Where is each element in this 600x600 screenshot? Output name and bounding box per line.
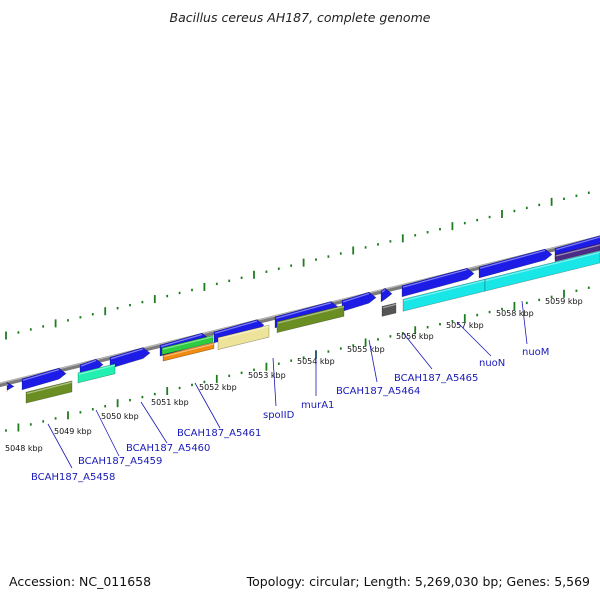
gene-label: nuoM <box>522 347 549 358</box>
kbp-label: 5049 kbp <box>54 427 92 436</box>
map-title: Bacillus cereus AH187, complete genome <box>169 10 431 25</box>
forward-gene-arrow <box>380 287 393 303</box>
forward-gene-arrow-highlight <box>22 368 60 381</box>
forward-gene-arrow-highlight <box>80 359 97 367</box>
reverse-gene-block <box>217 324 270 350</box>
kbp-label: 5053 kbp <box>248 371 286 380</box>
gene-label: BCAH187_A5464 <box>336 386 420 397</box>
gene-label-leader <box>368 339 378 383</box>
gene-label-leader <box>521 300 528 345</box>
reverse-gene-block-highlight <box>218 325 270 340</box>
reverse-gene-block-highlight <box>382 303 397 309</box>
accession-text: Accession: NC_011658 <box>9 574 152 589</box>
reverse-gene-block-highlight <box>26 381 73 395</box>
forward-gene-arrow-highlight <box>402 268 468 288</box>
reverse-gene-block <box>77 363 116 384</box>
kbp-label: 5059 kbp <box>545 297 583 306</box>
gene-label: BCAH187_A5460 <box>126 443 210 454</box>
kbp-label: 5050 kbp <box>101 412 139 421</box>
reverse-gene-block <box>381 302 397 317</box>
kbp-label: 5051 kbp <box>151 398 189 407</box>
gene-label-leader <box>456 321 492 357</box>
reverse-gene-block-highlight <box>403 279 486 302</box>
forward-gene-arrow-highlight <box>6 383 9 386</box>
forward-gene-arrow-highlight <box>555 236 600 251</box>
gene-label-leader <box>95 409 120 457</box>
gene-label: BCAH187_A5465 <box>394 373 478 384</box>
forward-gene-arrow <box>478 248 553 279</box>
forward-gene-arrow <box>21 367 67 391</box>
gene-label: spoIID <box>263 410 295 421</box>
reverse-gene-block <box>161 334 214 356</box>
gene-label-leaders <box>47 300 528 469</box>
genome-stats-text: Topology: circular; Length: 5,269,030 bp… <box>246 574 590 589</box>
gene-label-leader <box>194 382 221 429</box>
gene-labels: BCAH187_A5458 BCAH187_A5459 BCAH187_A5460 B… <box>31 347 549 483</box>
kbp-label: 5058 kbp <box>496 309 534 318</box>
forward-gene-arrow-highlight <box>275 302 332 319</box>
genome-backbone-highlight <box>0 235 600 384</box>
kbp-label: 5048 kbp <box>5 444 43 453</box>
forward-gene-arrow-highlight <box>214 320 258 334</box>
gene-label-leader <box>272 357 277 407</box>
reverse-gene-block-highlight <box>277 306 345 324</box>
reverse-gene-block <box>25 380 73 404</box>
forward-gene-arrow <box>6 381 15 393</box>
kbp-label: 5056 kbp <box>396 332 434 341</box>
kbp-label: 5057 kbp <box>446 321 484 330</box>
forward-gene-arrow-highlight <box>479 249 546 269</box>
forward-gene-arrow-highlight <box>160 333 203 348</box>
reverse-gene-block-highlight <box>78 364 116 375</box>
reverse-gene-block-highlight <box>163 343 215 358</box>
forward-gene-arrow-highlight <box>110 348 144 360</box>
kbp-label: 5055 kbp <box>347 345 385 354</box>
gene-label: murA1 <box>301 400 334 411</box>
reverse-gene-block <box>276 304 345 334</box>
gene-label: BCAH187_A5459 <box>78 456 162 467</box>
forward-gene-arrow <box>401 267 475 298</box>
kbp-label: 5052 kbp <box>199 383 237 392</box>
gene-label: nuoN <box>479 358 505 369</box>
reverse-gene-block-highlight <box>485 251 600 282</box>
gene-label-leader <box>47 423 73 469</box>
reverse-gene-block <box>162 342 215 362</box>
reverse-gene-block <box>554 243 600 262</box>
reverse-gene-block-highlight <box>555 244 600 257</box>
reverse-gene-block-highlight <box>162 336 214 350</box>
forward-gene-arrow <box>341 291 377 312</box>
gene-label: BCAH187_A5458 <box>31 472 115 483</box>
gene-label: BCAH187_A5461 <box>177 428 261 439</box>
reverse-gene-track <box>25 243 600 404</box>
forward-gene-arrow-highlight <box>342 293 370 303</box>
gene-label-leader <box>403 333 433 370</box>
reverse-gene-block <box>484 250 600 292</box>
gene-label-leader <box>140 401 168 444</box>
forward-gene-arrow-highlight <box>381 289 386 293</box>
outer-tick-track <box>5 191 590 340</box>
